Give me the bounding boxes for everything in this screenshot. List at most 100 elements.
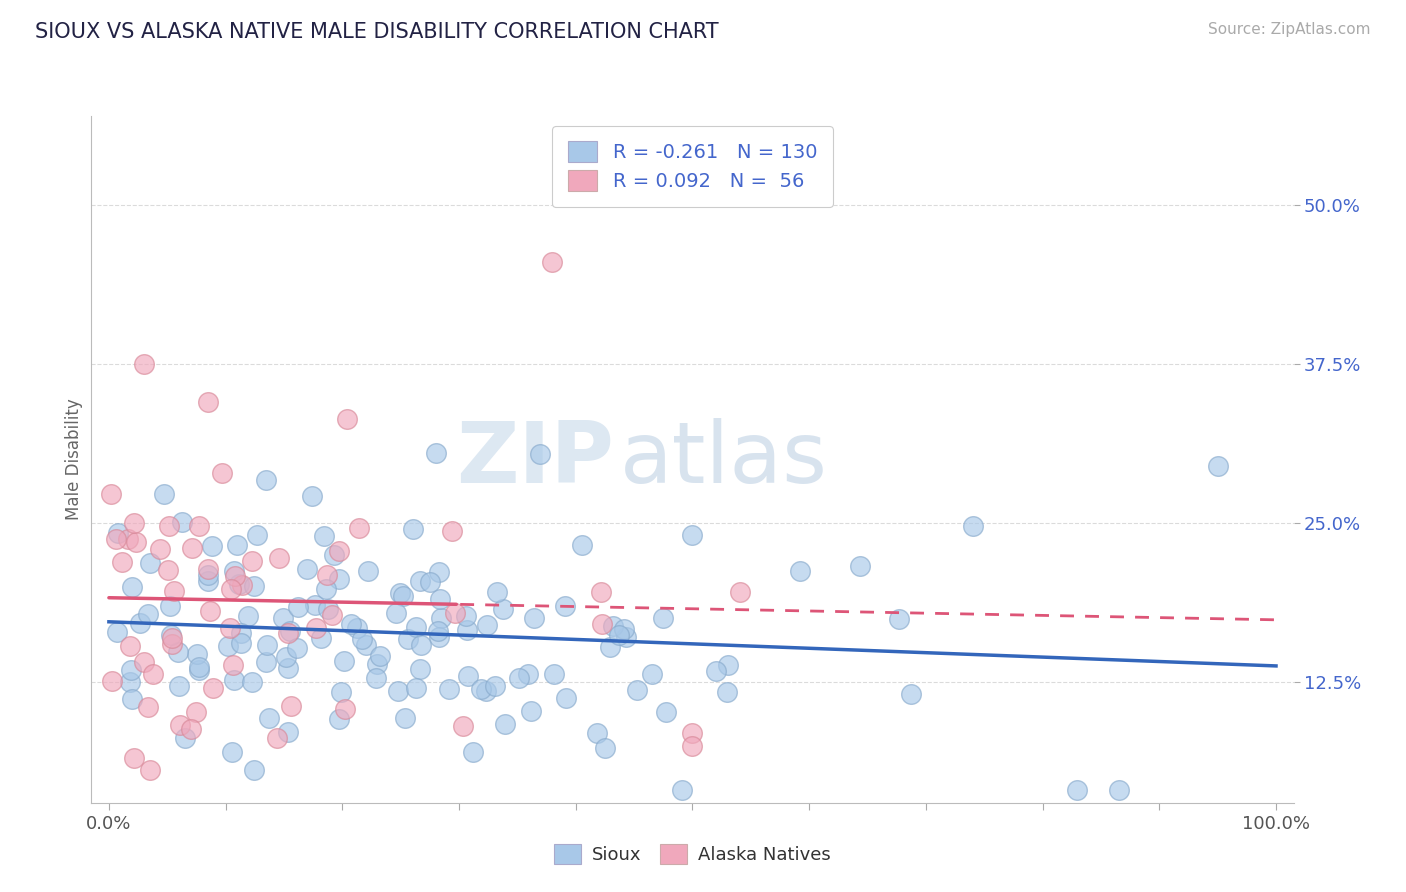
Point <box>849 559 872 574</box>
Point <box>197 395 219 409</box>
Point <box>430 610 453 624</box>
Point <box>277 626 299 640</box>
Point <box>186 705 208 719</box>
Point <box>202 681 225 695</box>
Point <box>256 638 278 652</box>
Point <box>197 562 219 576</box>
Point <box>160 637 183 651</box>
Point <box>222 673 245 688</box>
Point <box>246 528 269 542</box>
Point <box>457 669 479 683</box>
Point <box>368 648 391 663</box>
Point <box>242 579 264 593</box>
Point <box>402 522 425 536</box>
Point <box>366 657 388 672</box>
Point <box>197 568 219 582</box>
Point <box>315 567 337 582</box>
Point <box>571 538 593 552</box>
Point <box>152 486 174 500</box>
Point <box>231 625 253 640</box>
Point <box>169 717 191 731</box>
Point <box>100 674 122 689</box>
Point <box>427 624 450 639</box>
Point <box>444 607 467 621</box>
Point <box>626 683 648 698</box>
Point <box>287 599 309 614</box>
Point <box>221 745 243 759</box>
Point <box>138 556 160 570</box>
Point <box>188 663 211 677</box>
Point <box>364 671 387 685</box>
Point <box>517 667 540 681</box>
Point <box>285 640 308 655</box>
Text: SIOUX VS ALASKA NATIVE MALE DISABILITY CORRELATION CHART: SIOUX VS ALASKA NATIVE MALE DISABILITY C… <box>35 22 718 42</box>
Point <box>120 663 142 677</box>
Point <box>1108 783 1130 797</box>
Point <box>451 719 474 733</box>
Point <box>278 624 301 638</box>
Point <box>198 604 221 618</box>
Point <box>427 566 450 580</box>
Point <box>122 751 145 765</box>
Point <box>276 649 298 664</box>
Point <box>243 763 266 777</box>
Point <box>240 554 263 568</box>
Point <box>156 563 179 577</box>
Point <box>394 711 416 725</box>
Point <box>269 551 291 566</box>
Point <box>613 622 636 636</box>
Point <box>104 532 127 546</box>
Point <box>225 538 247 552</box>
Point <box>717 658 740 673</box>
Point <box>136 607 159 621</box>
Point <box>139 763 162 777</box>
Point <box>180 722 202 736</box>
Point <box>474 684 496 698</box>
Point <box>889 612 911 626</box>
Point <box>159 628 181 642</box>
Point <box>167 679 190 693</box>
Point <box>136 699 159 714</box>
Point <box>335 701 357 715</box>
Point <box>599 640 621 655</box>
Point <box>305 621 328 635</box>
Point <box>671 783 693 797</box>
Text: atlas: atlas <box>620 417 828 501</box>
Point <box>425 446 447 460</box>
Point <box>297 562 319 576</box>
Point <box>330 685 353 699</box>
Point <box>240 675 263 690</box>
Point <box>222 657 245 672</box>
Point <box>508 671 530 685</box>
Point <box>217 639 239 653</box>
Point <box>523 611 546 625</box>
Point <box>254 473 277 487</box>
Point <box>728 585 751 599</box>
Point <box>651 610 673 624</box>
Point <box>254 656 277 670</box>
Point <box>456 624 478 638</box>
Point <box>173 731 195 745</box>
Point <box>163 584 186 599</box>
Point <box>900 687 922 701</box>
Point <box>315 582 337 596</box>
Point <box>543 666 565 681</box>
Point <box>107 526 129 541</box>
Point <box>201 539 224 553</box>
Point <box>682 726 704 740</box>
Point <box>429 592 451 607</box>
Point <box>159 599 181 613</box>
Point <box>655 705 678 719</box>
Point <box>388 586 411 600</box>
Point <box>277 725 299 739</box>
Point <box>186 648 208 662</box>
Point <box>586 726 609 740</box>
Point <box>346 621 368 635</box>
Point <box>485 584 508 599</box>
Point <box>280 698 302 713</box>
Point <box>454 609 477 624</box>
Point <box>236 608 259 623</box>
Point <box>396 632 419 647</box>
Point <box>328 544 350 558</box>
Point <box>1206 458 1229 473</box>
